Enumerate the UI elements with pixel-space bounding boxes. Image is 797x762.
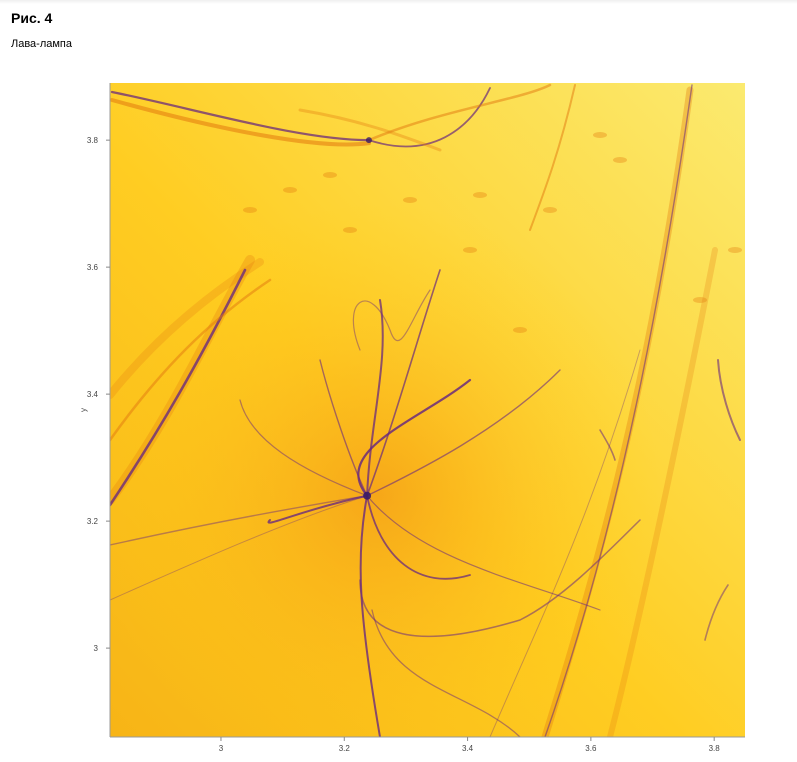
heatmap-fleck [543, 207, 557, 213]
heatmap-fleck [323, 172, 337, 178]
figure-title: Рис. 4 [11, 10, 53, 26]
heatmap-fleck [403, 197, 417, 203]
heatmap-fleck [693, 297, 707, 303]
heatmap-upper-node [365, 137, 372, 144]
heatmap-curve [298, 108, 442, 152]
heatmap-fleck [728, 247, 742, 253]
heatmap-curve [529, 84, 576, 231]
y-axis-label: y [79, 408, 88, 412]
heatmap-curve [110, 98, 371, 147]
heatmap-curve [599, 429, 616, 461]
heatmap-curve [366, 269, 441, 497]
heatmap-fleck [593, 132, 607, 138]
figure-subtitle: Лава-лампа [11, 38, 73, 50]
y-tick-label: 3 [94, 644, 99, 653]
x-tick-label: 3.4 [462, 744, 474, 753]
heatmap-curve [366, 299, 384, 497]
heatmap-curve [319, 359, 368, 497]
y-tick-label: 3.4 [87, 390, 99, 399]
heatmap-curves [110, 83, 742, 737]
heatmap-curve [371, 609, 521, 737]
heatmap-curve [110, 268, 247, 507]
heatmap-curve [366, 495, 601, 611]
axes: 33.23.43.63.8 33.23.43.63.8 x y [79, 83, 745, 753]
plot-area [110, 83, 745, 737]
heatmap-curve [717, 359, 741, 441]
x-tick-label: 3.8 [709, 744, 721, 753]
y-tick-label: 3.2 [87, 517, 99, 526]
x-tick-label: 3 [219, 744, 224, 753]
heatmap-band [541, 86, 694, 737]
heatmap-curve [110, 90, 371, 142]
heatmap-fleck [243, 207, 257, 213]
heatmap-curve [366, 369, 561, 497]
heatmap-curve [352, 289, 431, 351]
heatmap-curve [489, 349, 641, 737]
heatmap-curve [267, 494, 369, 524]
heatmap-curve [110, 495, 368, 546]
heatmap-fleck [473, 192, 487, 198]
heatmap-fleck [513, 327, 527, 333]
top-bar [0, 0, 797, 4]
heatmap-curve [367, 83, 552, 142]
y-tick-label: 3.6 [87, 263, 99, 272]
heatmap-curve [368, 87, 491, 148]
heatmap-fleck [613, 157, 627, 163]
heatmap-curve [110, 495, 368, 601]
heatmap-fleck [463, 247, 477, 253]
y-ticks: 3 3.2 3.4 3.6 3.8 [87, 136, 110, 653]
heatmap-curve [239, 399, 368, 497]
y-tick-label: 3.8 [87, 136, 99, 145]
heatmap-band [110, 258, 264, 399]
heatmap-curve [357, 378, 472, 497]
x-tick-label: 3.2 [339, 744, 351, 753]
heatmap-curve [366, 494, 471, 580]
x-ticks: 3 3.2 3.4 3.6 3.8 [219, 737, 721, 753]
x-tick-label: 3.6 [585, 744, 597, 753]
heatmap-central-node [363, 491, 372, 500]
heatmap-curve [110, 278, 272, 442]
heatmap-curve [544, 84, 693, 737]
heatmap-fleck [343, 227, 357, 233]
heatmap-curve [704, 584, 729, 641]
heatmap-fleck [283, 187, 297, 193]
heatmap-central-glow [110, 83, 745, 737]
heatmap-band [607, 247, 718, 737]
